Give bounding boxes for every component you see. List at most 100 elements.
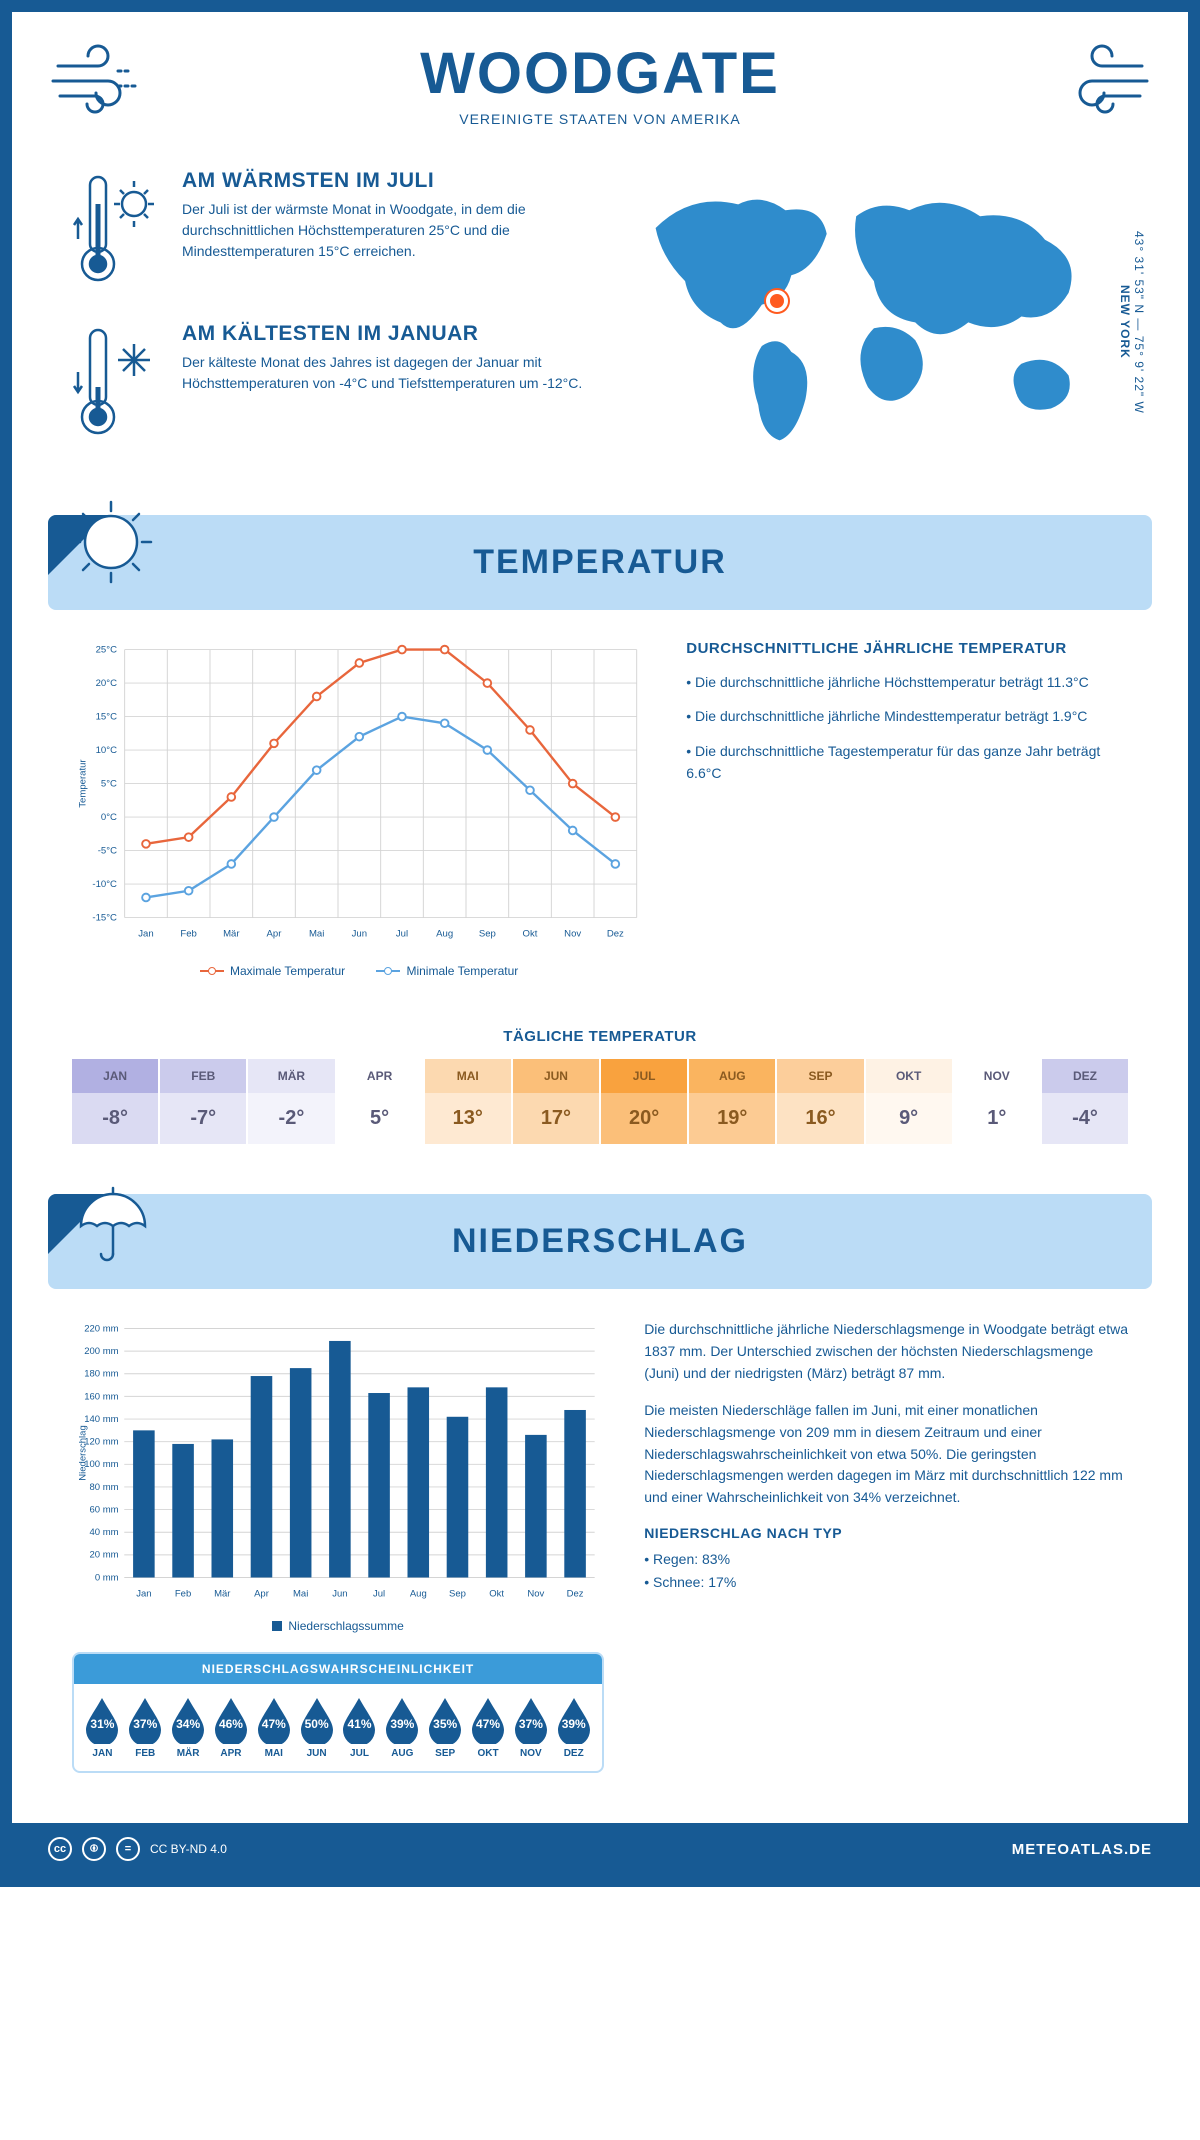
svg-text:5°C: 5°C (101, 778, 117, 789)
precip-paragraph: Die meisten Niederschläge fallen im Juni… (644, 1400, 1128, 1508)
svg-text:10°C: 10°C (96, 745, 117, 756)
infographic-frame: WOODGATE VEREINIGTE STAATEN VON AMERIKA (0, 0, 1200, 1887)
daily-temp-header: JANFEBMÄRAPRMAIJUNJULAUGSEPOKTNOVDEZ (72, 1059, 1128, 1093)
svg-text:100 mm: 100 mm (84, 1459, 118, 1470)
sun-icon (66, 497, 156, 592)
svg-text:Jul: Jul (373, 1589, 385, 1600)
svg-text:Jun: Jun (352, 929, 367, 940)
daily-value-cell: 5° (337, 1093, 425, 1144)
daily-month-cell: OKT (866, 1059, 954, 1093)
daily-month-cell: JAN (72, 1059, 160, 1093)
svg-text:Mär: Mär (223, 929, 240, 940)
license-text: CC BY-ND 4.0 (150, 1842, 227, 1856)
svg-text:-10°C: -10°C (92, 879, 117, 890)
daily-month-cell: JUN (513, 1059, 601, 1093)
svg-text:Niederschlag: Niederschlag (77, 1426, 88, 1481)
daily-month-cell: JUL (601, 1059, 689, 1093)
daily-value-cell: 19° (689, 1093, 777, 1144)
prob-cell: 37%NOV (510, 1696, 551, 1759)
page-subtitle: VEREINIGTE STAATEN VON AMERIKA (198, 111, 1002, 127)
wind-icon-right (1032, 41, 1152, 126)
temperature-content: -15°C-10°C-5°C0°C5°C10°C15°C20°C25°CJanF… (12, 640, 1188, 998)
svg-text:Feb: Feb (180, 929, 196, 940)
precip-type: • Regen: 83% (644, 1549, 1128, 1571)
daily-month-cell: NOV (954, 1059, 1042, 1093)
cold-text: Der kälteste Monat des Jahres ist dagege… (182, 352, 592, 394)
temp-summary-title: DURCHSCHNITTLICHE JÄHRLICHE TEMPERATUR (686, 640, 1128, 657)
prob-cell: 31%JAN (82, 1696, 123, 1759)
daily-month-cell: MAI (425, 1059, 513, 1093)
svg-text:-5°C: -5°C (98, 845, 117, 856)
wind-icon-left (48, 41, 168, 126)
temperature-banner: TEMPERATUR (48, 515, 1152, 610)
svg-text:Aug: Aug (436, 929, 453, 940)
svg-text:Sep: Sep (479, 929, 496, 940)
svg-text:Jan: Jan (138, 929, 153, 940)
daily-value-cell: 9° (866, 1093, 954, 1144)
daily-value-cell: -7° (160, 1093, 248, 1144)
prob-cell: 35%SEP (425, 1696, 466, 1759)
svg-text:200 mm: 200 mm (84, 1346, 118, 1357)
prob-cell: 39%DEZ (553, 1696, 594, 1759)
daily-month-cell: APR (337, 1059, 425, 1093)
daily-temp-title: TÄGLICHE TEMPERATUR (12, 1028, 1188, 1045)
daily-value-cell: -2° (248, 1093, 336, 1144)
svg-text:25°C: 25°C (96, 644, 117, 655)
svg-text:Aug: Aug (410, 1589, 427, 1600)
svg-text:Okt: Okt (489, 1589, 504, 1600)
cold-title: AM KÄLTESTEN IM JANUAR (182, 322, 592, 346)
svg-text:Mai: Mai (309, 929, 324, 940)
intro-section: AM WÄRMSTEN IM JULI Der Juli ist der wär… (12, 139, 1188, 505)
prob-cell: 34%MÄR (168, 1696, 209, 1759)
svg-text:Mai: Mai (293, 1589, 308, 1600)
svg-text:Nov: Nov (564, 929, 581, 940)
umbrella-icon (66, 1176, 156, 1271)
temp-bullet: • Die durchschnittliche jährliche Mindes… (686, 705, 1128, 727)
precip-banner: NIEDERSCHLAG (48, 1194, 1152, 1289)
world-map (632, 169, 1128, 457)
legend-precip: Niederschlagssumme (272, 1619, 403, 1633)
header: WOODGATE VEREINIGTE STAATEN VON AMERIKA (12, 12, 1188, 139)
thermometer-cold-icon (72, 322, 162, 447)
warm-text: Der Juli ist der wärmste Monat in Woodga… (182, 199, 592, 262)
cold-fact: AM KÄLTESTEN IM JANUAR Der kälteste Mona… (72, 322, 592, 447)
probability-title: NIEDERSCHLAGSWAHRSCHEINLICHKEIT (74, 1654, 602, 1684)
precip-content: 0 mm20 mm40 mm60 mm80 mm100 mm120 mm140 … (12, 1319, 1188, 1793)
svg-text:Jan: Jan (136, 1589, 151, 1600)
precip-paragraph: Die durchschnittliche jährliche Niedersc… (644, 1319, 1128, 1384)
svg-text:40 mm: 40 mm (90, 1527, 119, 1538)
prob-cell: 41%JUL (339, 1696, 380, 1759)
svg-text:Nov: Nov (527, 1589, 544, 1600)
page-title: WOODGATE (198, 40, 1002, 107)
precip-type: • Schnee: 17% (644, 1572, 1128, 1594)
prob-cell: 39%AUG (382, 1696, 423, 1759)
daily-value-cell: 13° (425, 1093, 513, 1144)
prob-cell: 50%JUN (296, 1696, 337, 1759)
daily-value-cell: 1° (954, 1093, 1042, 1144)
daily-value-cell: 17° (513, 1093, 601, 1144)
nd-icon: = (116, 1837, 140, 1861)
precip-title: NIEDERSCHLAG (48, 1222, 1152, 1261)
svg-text:Dez: Dez (567, 1589, 584, 1600)
svg-text:Temperatur: Temperatur (77, 759, 88, 808)
cc-icon: cc (48, 1837, 72, 1861)
svg-text:160 mm: 160 mm (84, 1392, 118, 1403)
probability-box: NIEDERSCHLAGSWAHRSCHEINLICHKEIT 31%JAN 37… (72, 1652, 604, 1773)
precip-type-title: NIEDERSCHLAG NACH TYP (644, 1525, 1128, 1541)
svg-text:180 mm: 180 mm (84, 1369, 118, 1380)
daily-month-cell: MÄR (248, 1059, 336, 1093)
precip-chart: 0 mm20 mm40 mm60 mm80 mm100 mm120 mm140 … (72, 1319, 604, 1604)
svg-text:20 mm: 20 mm (90, 1550, 119, 1561)
svg-text:80 mm: 80 mm (90, 1482, 119, 1493)
warm-title: AM WÄRMSTEN IM JULI (182, 169, 592, 193)
svg-text:Mär: Mär (214, 1589, 230, 1600)
svg-text:140 mm: 140 mm (84, 1414, 118, 1425)
svg-text:0 mm: 0 mm (95, 1573, 119, 1584)
daily-value-cell: 20° (601, 1093, 689, 1144)
thermometer-hot-icon (72, 169, 162, 294)
svg-text:Jun: Jun (332, 1589, 347, 1600)
warm-fact: AM WÄRMSTEN IM JULI Der Juli ist der wär… (72, 169, 592, 294)
svg-text:Jul: Jul (396, 929, 408, 940)
daily-month-cell: AUG (689, 1059, 777, 1093)
by-icon: 🅯 (82, 1837, 106, 1861)
